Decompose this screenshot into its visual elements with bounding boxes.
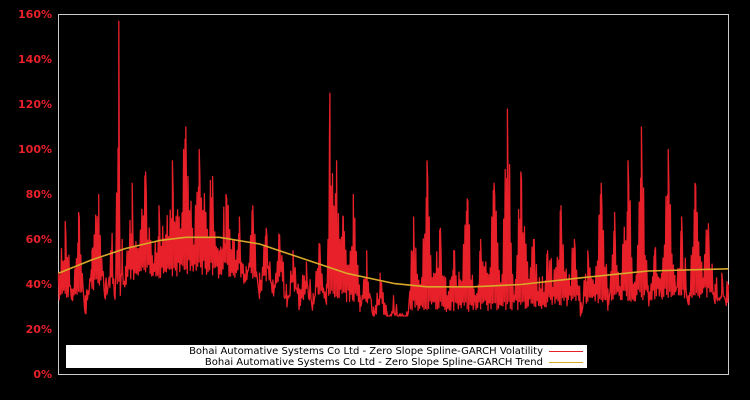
y-tick-label: 40% — [25, 277, 52, 291]
legend-swatch-volatility — [549, 351, 583, 352]
y-tick-label: 100% — [18, 142, 52, 156]
y-tick-label: 120% — [18, 97, 52, 111]
y-tick-label: 140% — [18, 52, 52, 66]
y-tick-label: 60% — [25, 232, 52, 246]
y-tick-label: 0% — [33, 367, 52, 381]
volatility-line — [57, 20, 730, 317]
legend-swatch-trend — [549, 362, 583, 363]
series-layer — [57, 20, 730, 317]
legend-label-volatility: Bohai Automative Systems Co Ltd - Zero S… — [189, 346, 543, 357]
legend-item-volatility: Bohai Automative Systems Co Ltd - Zero S… — [189, 346, 587, 357]
trend-line — [58, 236, 729, 288]
y-tick-label: 20% — [25, 322, 52, 336]
y-tick-label: 160% — [18, 7, 52, 21]
legend-label-trend: Bohai Automative Systems Co Ltd - Zero S… — [204, 357, 543, 368]
y-tick-label: 80% — [25, 187, 52, 201]
plot-area — [58, 14, 729, 375]
legend-item-trend: Bohai Automative Systems Co Ltd - Zero S… — [205, 357, 587, 368]
legend: Bohai Automative Systems Co Ltd - Zero S… — [66, 345, 587, 368]
